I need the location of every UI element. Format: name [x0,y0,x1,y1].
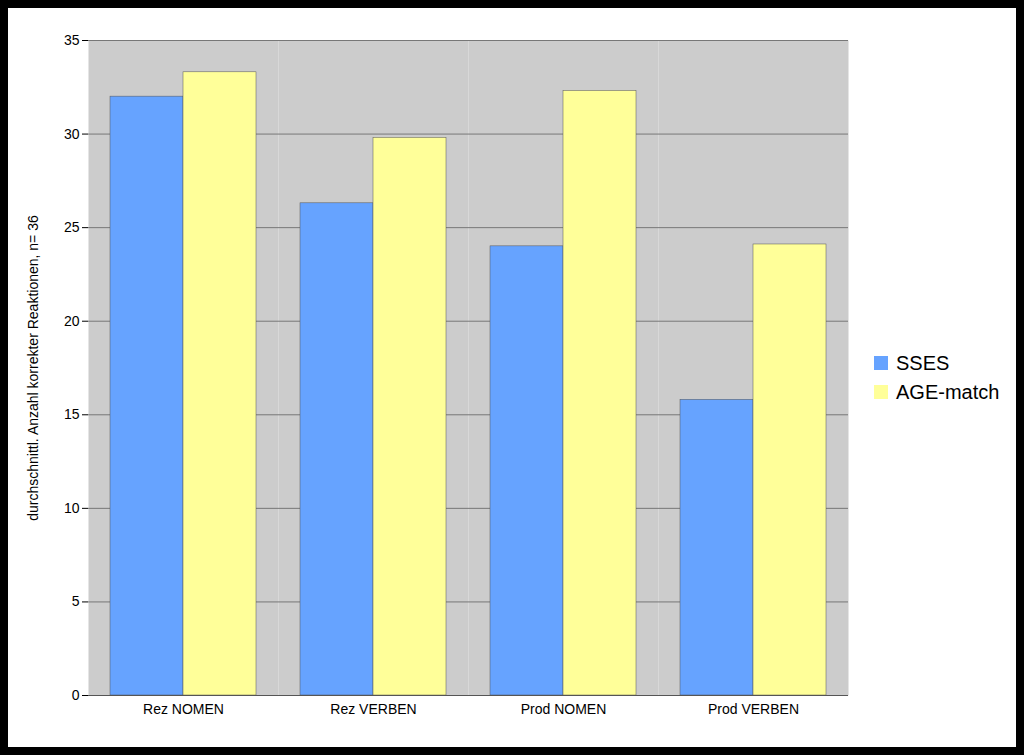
svg-text:Prod VERBEN: Prod VERBEN [708,701,799,717]
html-text:SSES: SSES [896,351,950,374]
svg-text:durchschnittl. Anzahl korrekte: durchschnittl. Anzahl korrekter Reaktion… [25,215,41,521]
svg-text:20: 20 [64,313,80,329]
svg-text:Rez NOMEN: Rez NOMEN [143,701,224,717]
html-text:AGE-match: AGE-match [896,380,1000,403]
svg-text:35: 35 [64,32,80,48]
svg-text:Prod NOMEN: Prod NOMEN [521,701,607,717]
svg-text:5: 5 [72,593,80,609]
svg-text:10: 10 [64,500,80,516]
svg-text:25: 25 [64,219,80,235]
svg-text:0: 0 [72,687,80,703]
svg-text:Rez VERBEN: Rez VERBEN [330,701,416,717]
svg-text:30: 30 [64,126,80,142]
svg-text:15: 15 [64,406,80,422]
